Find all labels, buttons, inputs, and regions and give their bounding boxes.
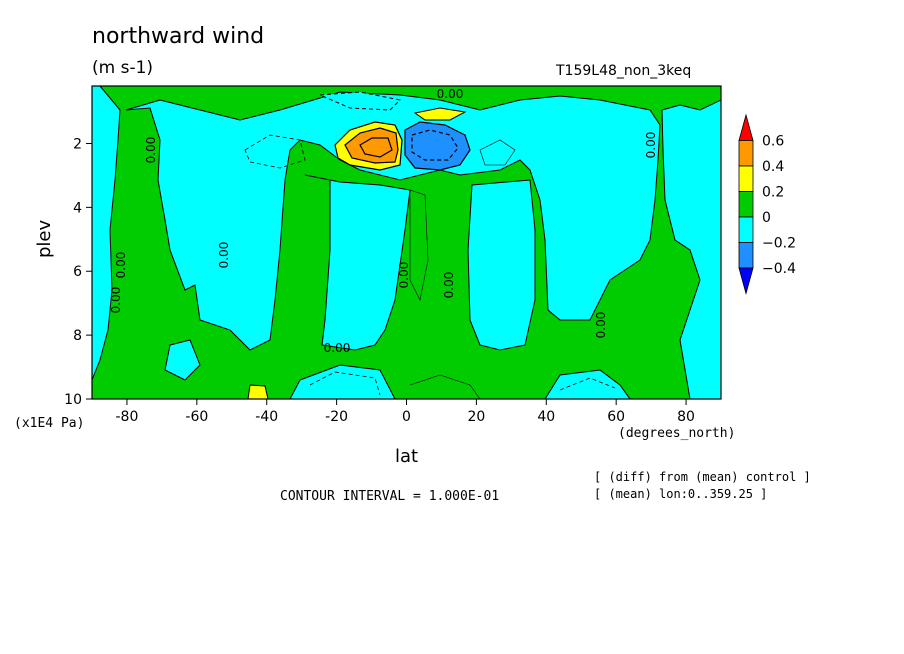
contour-label-group: 0.00 0.00 0.00 0.00 0.00 0.00 0.00 0.00 0.00 0.00 bbox=[109, 87, 658, 355]
contour-interval: CONTOUR INTERVAL = 1.000E-01 bbox=[280, 489, 500, 504]
y-tick-label: 6 bbox=[73, 264, 82, 280]
x-tick-label: 40 bbox=[537, 409, 555, 425]
x-tick-label: 60 bbox=[607, 409, 625, 425]
x-tick-label: 80 bbox=[677, 409, 695, 425]
note-diff: [ (diff) from (mean) control ] bbox=[594, 470, 811, 484]
positive-maximum bbox=[334, 121, 403, 171]
x-tick-label: 0 bbox=[402, 409, 411, 425]
colorbar-segment bbox=[738, 140, 754, 167]
y-tick-label: 8 bbox=[73, 328, 82, 344]
colorbar-label: 0.4 bbox=[762, 159, 784, 175]
negative-regions bbox=[92, 86, 721, 399]
colorbar-segment bbox=[738, 216, 754, 243]
colorbar-top-arrow bbox=[738, 113, 754, 141]
x-tick-label: -80 bbox=[116, 409, 139, 425]
negative-minimum bbox=[404, 121, 471, 171]
contour-label: 0.00 bbox=[109, 287, 123, 314]
y-tick-label: 10 bbox=[64, 392, 82, 408]
contour-label: 0.00 bbox=[397, 262, 411, 289]
colorbar: 0.6 0.4 0.2 0 −0.2 −0.4 bbox=[738, 113, 796, 296]
y-tick-label: 4 bbox=[73, 200, 82, 216]
colorbar-label: 0.2 bbox=[762, 185, 784, 201]
y-tick-label: 2 bbox=[73, 136, 82, 152]
x-axis-label: lat bbox=[395, 446, 419, 467]
y-axis-scale-label: (x1E4 Pa) bbox=[14, 416, 85, 431]
colorbar-segment bbox=[738, 165, 754, 192]
contour-label: 0.00 bbox=[644, 132, 658, 159]
colorbar-segment bbox=[738, 242, 754, 269]
dashed-contours bbox=[244, 134, 616, 396]
plot-field bbox=[92, 86, 721, 399]
chart-units: (m s-1) bbox=[92, 58, 154, 78]
contour-label: 0.00 bbox=[114, 252, 128, 279]
x-tick-label: -60 bbox=[185, 409, 208, 425]
chart-title: northward wind bbox=[92, 24, 265, 49]
run-name: T159L48_non_3keq bbox=[556, 63, 692, 79]
x-axis-units: (degrees_north) bbox=[618, 426, 736, 441]
colorbar-label: −0.4 bbox=[762, 261, 796, 277]
colorbar-bottom-arrow bbox=[738, 267, 754, 296]
contour-label: 0.00 bbox=[144, 137, 158, 164]
x-tick-label: 20 bbox=[467, 409, 485, 425]
upper-features bbox=[247, 91, 467, 399]
x-ticks: -80 -60 -40 -20 0 20 40 60 80 bbox=[116, 399, 695, 425]
x-tick-label: -40 bbox=[255, 409, 278, 425]
colorbar-label: 0.6 bbox=[762, 134, 784, 150]
thin-contours bbox=[409, 139, 516, 399]
contour-label: 0.00 bbox=[324, 341, 351, 355]
contour-label: 0.00 bbox=[594, 312, 608, 339]
colorbar-label: −0.2 bbox=[762, 236, 796, 252]
contour-label: 0.00 bbox=[442, 272, 456, 299]
contour-label: 0.00 bbox=[217, 242, 231, 269]
y-ticks: 2 4 6 8 10 bbox=[64, 136, 92, 408]
colorbar-label: 0 bbox=[762, 210, 771, 226]
x-tick-label: -20 bbox=[325, 409, 348, 425]
contour-label: 0.00 bbox=[437, 87, 464, 101]
note-mean: [ (mean) lon:0..359.25 ] bbox=[594, 487, 768, 501]
colorbar-segment bbox=[738, 191, 754, 218]
